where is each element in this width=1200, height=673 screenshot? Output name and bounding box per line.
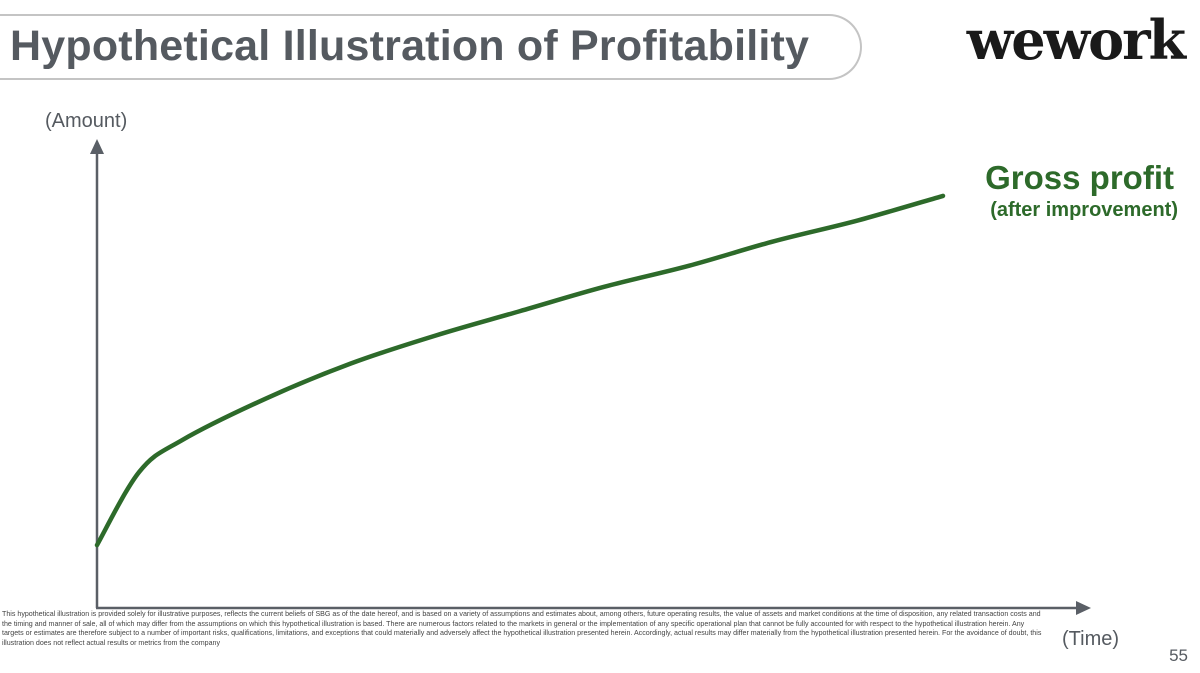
wework-logo: wework [966, 8, 1186, 72]
y-axis-label: (Amount) [45, 110, 127, 132]
series-label-name: Gross profit [985, 159, 1174, 196]
x-axis-arrow-head [1076, 601, 1091, 615]
title-banner [0, 14, 862, 80]
page-title: Hypothetical Illustration of Profitabili… [10, 22, 810, 70]
series-line-gross-profit [94, 193, 946, 548]
x-axis-label: (Time) [1062, 628, 1119, 650]
series-label-subtitle: (after improvement) [990, 199, 1178, 221]
y-axis-arrow-head [90, 139, 104, 154]
page-number: 55 [1169, 646, 1188, 665]
disclaimer-text: This hypothetical illustration is provid… [2, 610, 1042, 647]
